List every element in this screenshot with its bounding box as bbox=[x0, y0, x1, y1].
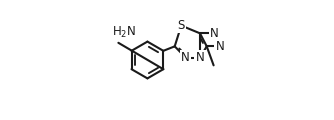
Text: N: N bbox=[210, 27, 219, 40]
Text: N: N bbox=[216, 40, 224, 53]
Text: N: N bbox=[181, 51, 190, 64]
Text: N: N bbox=[196, 51, 204, 64]
Text: S: S bbox=[178, 19, 185, 32]
Text: H$_2$N: H$_2$N bbox=[112, 25, 136, 40]
